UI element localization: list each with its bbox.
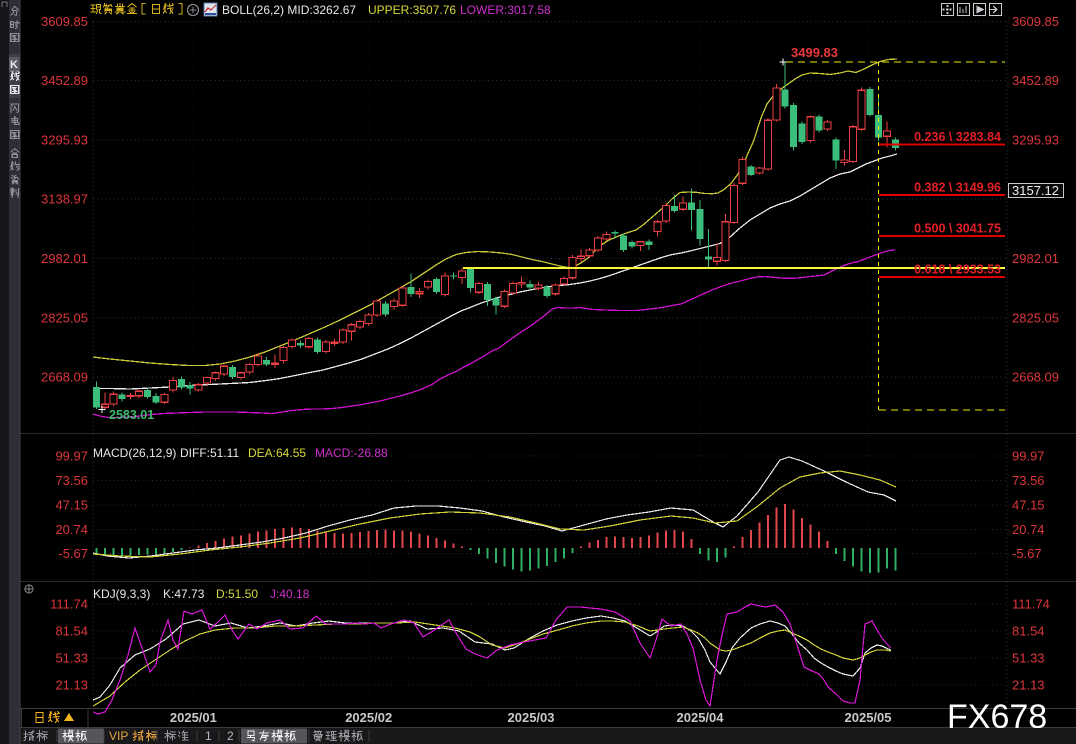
svg-text:K: K [10,59,18,71]
svg-text:DIFF:51.11: DIFF:51.11 [180,446,239,460]
svg-text:73.56: 73.56 [1012,473,1045,488]
svg-text:0.500 \ 3041.75: 0.500 \ 3041.75 [914,222,1001,236]
svg-text:1: 1 [205,729,212,743]
svg-text:2668.09: 2668.09 [1012,370,1059,385]
svg-text:21.13: 21.13 [1012,678,1045,693]
svg-text:51.33: 51.33 [1012,651,1045,666]
svg-text:2025/02: 2025/02 [345,710,392,725]
svg-text:3295.93: 3295.93 [1012,133,1059,148]
svg-text:MACD(26,12,9): MACD(26,12,9) [93,446,176,460]
svg-text:DEA:64.55: DEA:64.55 [248,446,306,460]
svg-text:2: 2 [227,729,234,743]
svg-text:3609.85: 3609.85 [1012,14,1059,29]
svg-text:3157.12: 3157.12 [1012,183,1059,198]
svg-text:0.618 \ 2933.53: 0.618 \ 2933.53 [914,263,1001,277]
svg-text:2982.01: 2982.01 [41,251,88,266]
svg-text:81.54: 81.54 [1012,624,1045,639]
svg-text:0.382 \ 3149.96: 0.382 \ 3149.96 [914,181,1001,195]
svg-text:47.15: 47.15 [1012,498,1045,513]
svg-text:K:47.73: K:47.73 [163,587,205,601]
svg-text:J:40.18: J:40.18 [270,587,310,601]
svg-text:99.97: 99.97 [55,449,88,464]
svg-text:20.74: 20.74 [1012,522,1045,537]
svg-text:-5.67: -5.67 [58,546,88,561]
svg-text:2025/05: 2025/05 [845,710,892,725]
svg-text:111.74: 111.74 [1012,597,1050,612]
svg-text:3138.97: 3138.97 [41,192,88,207]
svg-text:3499.83: 3499.83 [791,45,838,60]
svg-text:-5.67: -5.67 [1012,546,1042,561]
svg-text:2025/01: 2025/01 [170,710,217,725]
svg-text:3452.89: 3452.89 [41,73,88,88]
svg-text:2825.05: 2825.05 [1012,311,1059,326]
svg-text:3295.93: 3295.93 [41,133,88,148]
svg-text:3452.89: 3452.89 [1012,73,1059,88]
svg-text:VIP: VIP [109,729,128,743]
svg-text:73.56: 73.56 [55,473,88,488]
svg-text:UPPER:3507.76: UPPER:3507.76 [368,3,456,17]
svg-text:21.13: 21.13 [55,678,88,693]
svg-text:51.33: 51.33 [55,651,88,666]
svg-text:MACD:-26.88: MACD:-26.88 [315,446,388,460]
svg-text:111.74: 111.74 [50,597,88,612]
svg-text:D:51.50: D:51.50 [216,587,258,601]
svg-text:0.236 \ 3283.84: 0.236 \ 3283.84 [914,130,1001,144]
svg-text:3609.85: 3609.85 [41,14,88,29]
svg-text:2982.01: 2982.01 [1012,251,1059,266]
svg-text:2668.09: 2668.09 [41,370,88,385]
svg-text:99.97: 99.97 [1012,449,1045,464]
svg-text:2583.01: 2583.01 [109,408,154,422]
svg-text:KDJ(9,3,3): KDJ(9,3,3) [93,587,150,601]
svg-text:2025/04: 2025/04 [677,710,725,725]
svg-text:47.15: 47.15 [55,498,88,513]
svg-text:BOLL(26,2) MID:3262.67: BOLL(26,2) MID:3262.67 [222,3,356,17]
svg-text:81.54: 81.54 [55,624,88,639]
svg-text:20.74: 20.74 [55,522,88,537]
svg-text:LOWER:3017.58: LOWER:3017.58 [460,3,551,17]
svg-text:2025/03: 2025/03 [508,710,555,725]
svg-text:2825.05: 2825.05 [41,311,88,326]
